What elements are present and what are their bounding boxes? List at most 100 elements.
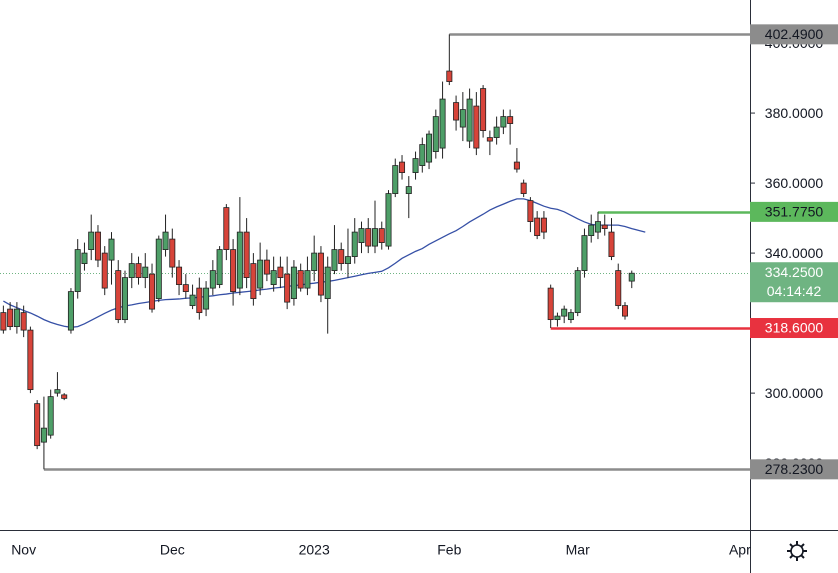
candle-body [270,270,277,286]
countdown-label: 04:14:42 [767,283,822,299]
candle-body [284,273,291,303]
moving-average-line [3,198,646,328]
candle-body [371,228,378,247]
candle-body [257,259,264,289]
candle-body [115,270,122,321]
gear-teeth [787,541,807,561]
candle-body [196,287,203,314]
candle-body [27,329,34,391]
x-tick-label: Dec [160,542,185,558]
candle-body [608,231,615,257]
price-level-box [750,459,838,480]
candle-body [108,238,115,261]
candle-body [7,308,14,328]
candle-body [331,249,338,272]
candle-body [439,98,446,149]
candle-body [40,427,47,443]
x-tick-label: Mar [566,542,590,558]
candle-body [250,263,257,300]
candle-body [122,277,129,321]
candle-body [149,273,156,310]
candle-body [628,272,635,282]
candle-body [561,308,568,317]
candle-body [0,312,7,331]
candle-body [324,266,331,300]
candle-body [520,182,527,194]
candle-body [594,221,601,233]
candle-body [338,249,345,264]
price-level-label: 318.6000 [765,320,824,336]
candle-body [34,403,41,447]
candle-body [101,252,108,289]
candle-body [588,224,595,236]
candle-body [263,259,270,275]
y-tick-label: 380.0000 [765,105,824,121]
candle-body [290,266,297,300]
candle-body [581,235,588,272]
candle-body [297,270,304,289]
candle-body [446,70,453,82]
candle-body [365,228,372,247]
price-level-label: 278.2300 [765,461,824,477]
candle-body [554,315,561,321]
candle-body [142,266,149,279]
candle-body [412,158,419,173]
candle-body [304,270,311,289]
candle-body [392,165,399,194]
candle-body [574,270,581,314]
last-price-box [750,262,838,303]
candle-body [47,396,54,436]
candle-body [169,238,176,268]
candle-body [358,228,365,243]
price-level-label: 402.4900 [765,26,824,42]
candle-body [385,193,392,247]
candle-body [351,231,358,257]
candle-body [344,256,351,264]
candle-body [216,249,223,286]
y-tick-label: 300.0000 [765,385,824,401]
candle-body [74,249,81,293]
last-price-label: 334.2500 [765,264,824,280]
candle-body [405,186,412,194]
candle-body [622,305,629,317]
price-level-box [750,201,838,222]
candle-body [507,116,514,124]
candle-body [88,231,95,250]
candle-body [513,161,520,170]
candle-body [94,231,101,261]
candle-body [399,161,406,173]
candle-body [419,144,426,166]
candle-body [567,312,574,321]
candle-body [615,270,622,307]
y-tick-label: 340.0000 [765,245,824,261]
candle-body [230,249,237,293]
candle-body [486,137,493,142]
x-tick-label: Nov [11,542,36,558]
candle-body [236,231,243,289]
candle-body [459,109,466,128]
candle-body [13,308,20,328]
y-tick-label: 360.0000 [765,175,824,191]
candle-body [155,238,162,300]
price-level-box [750,24,838,45]
candle-body [432,116,439,152]
settings-icon[interactable] [787,541,807,561]
x-tick-label: Feb [437,542,461,558]
candle-body [547,287,554,321]
candle-body [135,263,142,279]
candle-body [182,284,189,293]
candle-body [203,287,210,310]
candle-body [311,252,318,272]
candle-body [480,88,487,131]
candle-body [243,231,250,279]
candle-body [601,224,608,229]
candle-body [540,217,547,233]
x-tick-label: 2023 [299,542,330,558]
candle-body [466,98,473,142]
candle-body [534,217,541,236]
candle-body [500,116,507,128]
candle-body [54,389,61,394]
